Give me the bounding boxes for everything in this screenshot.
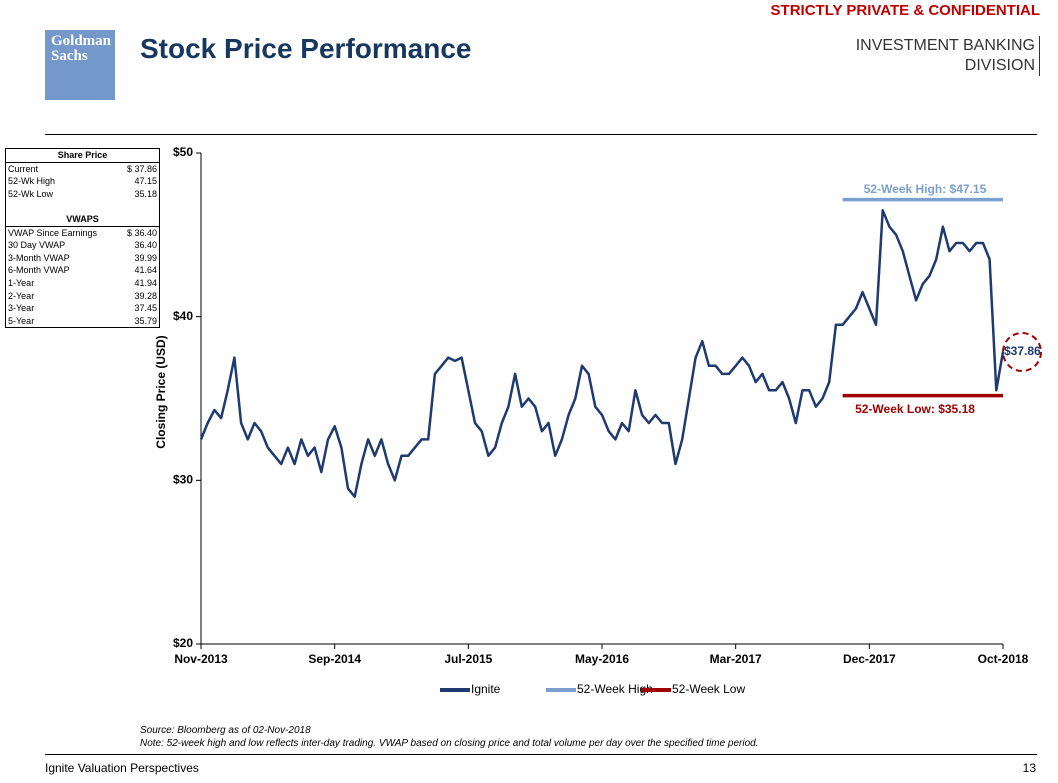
x-tick-label: Sep-2014 bbox=[308, 652, 361, 666]
footer-left: Ignite Valuation Perspectives bbox=[45, 761, 199, 775]
table-row: 30 Day VWAP 36.40 bbox=[6, 239, 159, 252]
y-tick-label: $40 bbox=[173, 309, 193, 323]
legend-label: 52-Week High bbox=[577, 682, 653, 696]
table-cell: 47.15 bbox=[134, 176, 157, 187]
table-cell: 35.79 bbox=[134, 315, 157, 326]
table-cell: 36.40 bbox=[134, 240, 157, 251]
table-cell: 41.64 bbox=[134, 265, 157, 276]
note: Note: 52-week high and low reflects inte… bbox=[140, 738, 759, 749]
section-title: VWAPS bbox=[6, 213, 159, 227]
table-cell: 1-Year bbox=[8, 277, 35, 288]
x-tick-label: Mar-2017 bbox=[710, 652, 762, 666]
table-row: Current $ 37.86 bbox=[6, 163, 159, 176]
table-cell: 39.99 bbox=[134, 252, 157, 263]
legend-label: Ignite bbox=[471, 682, 501, 696]
rule bbox=[45, 134, 1037, 135]
rule bbox=[45, 754, 1037, 755]
table-row: 52-Wk High 47.15 bbox=[6, 175, 159, 188]
table-cell: $ 36.40 bbox=[126, 227, 157, 238]
logo-text: Sachs bbox=[51, 48, 88, 64]
y-tick-label: $50 bbox=[173, 145, 193, 159]
table-row: 3-Year 37.45 bbox=[6, 302, 159, 315]
table-cell: 41.94 bbox=[134, 277, 157, 288]
table-cell: 39.28 bbox=[134, 290, 157, 301]
table-cell: 3-Year bbox=[8, 303, 35, 314]
table-row: 2-Year 39.28 bbox=[6, 290, 159, 303]
table-cell: 6-Month VWAP bbox=[8, 265, 70, 276]
annotation: $37.86 bbox=[1004, 344, 1041, 358]
table-cell: 30 Day VWAP bbox=[8, 240, 66, 251]
table-cell: Current bbox=[8, 163, 39, 174]
table-cell: 5-Year bbox=[8, 315, 35, 326]
table-row: 1-Year 41.94 bbox=[6, 277, 159, 290]
table-cell: 3-Month VWAP bbox=[8, 252, 70, 263]
y-axis-title: Closing Price (USD) bbox=[154, 335, 168, 448]
table-row: 3-Month VWAP 39.99 bbox=[6, 252, 159, 265]
division-line: INVESTMENT BANKING bbox=[855, 37, 1035, 54]
division-line: DIVISION bbox=[964, 57, 1035, 74]
x-tick-label: Nov-2013 bbox=[174, 652, 228, 666]
table-row: 5-Year 35.79 bbox=[6, 315, 159, 328]
series-line bbox=[199, 209, 1005, 498]
division: INVESTMENT BANKING DIVISION bbox=[856, 36, 1040, 76]
table-cell: 37.45 bbox=[134, 303, 157, 314]
share-table: Share Price Current $ 37.86 52-Wk High 47.15… bbox=[5, 148, 160, 329]
x-tick-label: Dec-2017 bbox=[843, 652, 896, 666]
page-number: 13 bbox=[1022, 761, 1036, 775]
y-tick-label: $30 bbox=[173, 473, 193, 487]
table-cell: 52-Wk Low bbox=[8, 188, 54, 199]
table-row: 6-Month VWAP 41.64 bbox=[6, 264, 159, 277]
table-cell: $ 37.86 bbox=[126, 163, 157, 174]
slide-title: Stock Price Performance bbox=[140, 33, 472, 64]
highlight-circle bbox=[1002, 332, 1042, 372]
x-tick-label: Oct-2018 bbox=[978, 652, 1029, 666]
legend-label: 52-Week Low bbox=[672, 682, 745, 696]
logo-text: Goldman bbox=[51, 33, 112, 49]
y-tick-label: $20 bbox=[173, 636, 193, 650]
x-tick-label: May-2016 bbox=[575, 652, 629, 666]
table-cell: 35.18 bbox=[134, 188, 157, 199]
logo: Goldman Sachs bbox=[45, 30, 115, 100]
table-cell: VWAP Since Earnings bbox=[8, 227, 98, 238]
table-row: VWAP Since Earnings $ 36.40 bbox=[6, 227, 159, 240]
annotation: 52-Week High: $47.15 bbox=[864, 182, 987, 196]
table-row: 52-Wk Low 35.18 bbox=[6, 188, 159, 201]
section-title: Share Price bbox=[6, 149, 159, 163]
table-cell: 2-Year bbox=[8, 290, 35, 301]
table-cell: 52-Wk High bbox=[8, 176, 56, 187]
source: Source: Bloomberg as of 02-Nov-2018 bbox=[140, 725, 311, 736]
x-tick-label: Jul-2015 bbox=[444, 652, 492, 666]
annotation: 52-Week Low: $35.18 bbox=[855, 402, 975, 416]
confidential: STRICTLY PRIVATE & CONFIDENTIAL bbox=[770, 2, 1040, 19]
